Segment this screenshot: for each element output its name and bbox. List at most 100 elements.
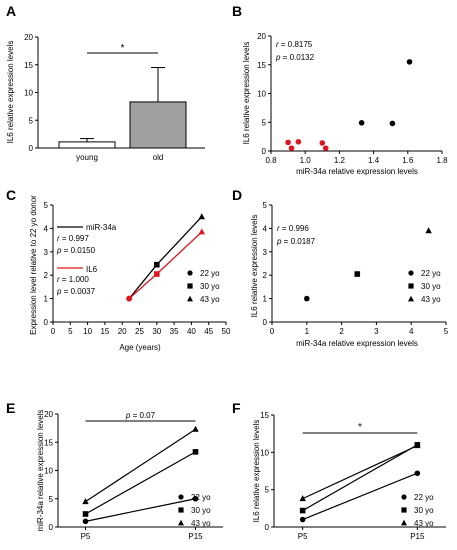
panel-c-data-point	[154, 261, 160, 268]
panel-b-point	[319, 140, 326, 146]
panel-e-y-tick-label: 15	[44, 438, 53, 447]
panel-d-y-tick-label: 0	[263, 318, 268, 327]
panel-d-y-tick-label: 5	[263, 201, 268, 210]
panel-d-y-label: IL6 relative expression levels	[250, 215, 259, 318]
panel-c-legend-label: miR-34a	[86, 223, 117, 232]
panel-d-x-tick-label: 0	[270, 327, 275, 336]
panel-b-point	[322, 145, 329, 151]
panel-b-x-label: miR-34a relative expression levels	[296, 167, 418, 176]
panel-d-x-tick-label: 3	[374, 327, 379, 336]
panel-f-data-point	[414, 442, 421, 449]
panel-c-x-tick-label: 40	[187, 327, 196, 336]
panel-b-point	[406, 59, 413, 65]
panel-c-x-tick-label: 20	[118, 327, 127, 336]
panel-f-category-label: P15	[410, 532, 425, 541]
panel-b-x-tick-label: 0.8	[265, 156, 277, 165]
panel-letter-D: D	[232, 187, 242, 203]
panel-b-point	[358, 120, 365, 126]
panel-f-data-point	[299, 516, 306, 523]
panel-e-series-line	[85, 428, 196, 503]
panel-e-y-label: miR-34a relative expression levels	[36, 410, 45, 532]
panel-c-x-tick-label: 50	[222, 327, 231, 336]
panel-d-legend-marker	[408, 295, 414, 302]
panel-d-x-tick-label: 5	[444, 327, 449, 336]
panel-c-y-tick-label: 1	[44, 295, 49, 304]
panel-d-y-tick-label: 3	[263, 248, 268, 257]
panel-f-significance: *	[358, 422, 362, 433]
panel-b-y-tick-label: 0	[262, 147, 267, 156]
panel-e-data-point	[192, 449, 199, 455]
panel-b-point	[295, 139, 302, 145]
panel-e-category-label: P5	[81, 532, 91, 541]
panel-c-stat: r = 1.000	[57, 275, 89, 284]
panel-d-y-tick-label: 4	[263, 224, 268, 233]
panel-f-data-point	[299, 495, 306, 502]
panel-f-series-line	[302, 472, 418, 521]
panel-e-series-line	[85, 451, 196, 515]
panel-c-legend-label: 30 yo	[200, 282, 220, 291]
panel-b-y-tick-label: 5	[262, 118, 267, 127]
panel-e-data-point	[82, 511, 89, 517]
panel-e-legend-marker	[178, 519, 184, 526]
panel-b-x-tick-label: 1.0	[300, 156, 312, 165]
panel-b-y-tick-label: 20	[257, 32, 266, 41]
panel-b-x-tick-label: 1.6	[402, 156, 414, 165]
panel-f-legend-marker	[401, 519, 407, 526]
panel-d-legend-marker	[408, 283, 414, 289]
panel-c-x-tick-label: 10	[83, 327, 92, 336]
panel-c-stat: r = 0.997	[57, 234, 89, 243]
panel-e-y-tick-label: 0	[49, 523, 54, 532]
panel-c-legend-label: 43 yo	[200, 295, 220, 304]
panel-c-legend-marker	[187, 283, 193, 289]
panel-e-y-tick-label: 20	[44, 410, 53, 419]
panel-f-y-label: IL6 relative expression levels	[252, 420, 261, 523]
panel-e-data-point	[192, 425, 199, 432]
panel-c-y-tick-label: 0	[44, 318, 49, 327]
panel-f-legend-marker	[401, 494, 407, 500]
panel-d-x-tick-label: 2	[339, 327, 344, 336]
panel-c-x-tick-label: 15	[100, 327, 109, 336]
panel-d-x-tick-label: 1	[305, 327, 310, 336]
panel-c-stat: p = 0.0037	[56, 287, 96, 296]
panel-f-y-tick-label: 5	[265, 486, 270, 495]
panel-e-legend-label: 43 yo	[191, 519, 211, 528]
panel-d-r-value: r = 0.996	[277, 224, 309, 233]
panel-c-x-tick-label: 30	[152, 327, 161, 336]
panel-f-series-line	[302, 445, 418, 500]
panel-a-category-label: young	[76, 153, 98, 162]
panel-d-legend-label: 43 yo	[421, 295, 441, 304]
panel-d-legend-label: 22 yo	[421, 269, 441, 278]
panel-e-p-value: p = 0.07	[125, 411, 156, 420]
panel-d-point	[425, 227, 432, 234]
panel-b-y-tick-label: 10	[257, 90, 266, 99]
panel-f-data-point	[299, 507, 306, 514]
panel-d-x-tick-label: 4	[409, 327, 414, 336]
panel-letter-E: E	[6, 400, 15, 416]
panel-c-y-tick-label: 3	[44, 248, 49, 257]
panel-a-bar	[58, 141, 116, 149]
panel-b-p-value: p = 0.0132	[275, 53, 315, 62]
panel-a-y-tick-label: 0	[29, 144, 34, 153]
panel-f-y-tick-label: 10	[260, 448, 269, 457]
panel-e-y-tick-label: 10	[44, 467, 53, 476]
panel-c-x-tick-label: 0	[51, 327, 56, 336]
panel-f-series-line	[302, 444, 418, 512]
panel-a-significance: *	[121, 43, 125, 54]
panel-letter-A: A	[6, 3, 16, 19]
panel-b-y-label: IL6 relative expression levels	[242, 42, 251, 145]
panel-e-legend-marker	[178, 507, 184, 513]
panel-c-x-label: Age (years)	[119, 343, 161, 352]
panel-a-y-tick-label: 5	[29, 116, 34, 125]
panel-a-y-label: IL6 relative expression levels	[6, 41, 15, 144]
panel-c-legend-label: 22 yo	[200, 269, 220, 278]
panel-e-legend-label: 22 yo	[191, 493, 211, 502]
panel-d-legend-label: 30 yo	[421, 282, 441, 291]
panel-letter-F: F	[232, 400, 241, 416]
panel-f-legend-label: 30 yo	[414, 506, 434, 515]
panel-d-y-tick-label: 2	[263, 271, 268, 280]
panel-f-data-point	[414, 470, 421, 477]
panel-c-stat: p = 0.0150	[56, 246, 96, 255]
panel-e-category-label: P15	[188, 532, 203, 541]
panel-e-series-line	[85, 498, 196, 522]
